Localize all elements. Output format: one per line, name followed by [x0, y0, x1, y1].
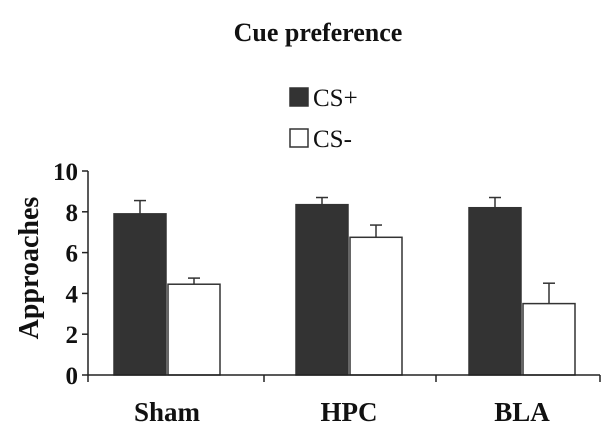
y-axis-label: Approaches: [14, 197, 45, 340]
bars-group: [113, 203, 576, 376]
y-tick-label-0: 0: [66, 363, 79, 390]
y-axis-ticks: 0 2 4 6 8 10: [53, 159, 88, 390]
chart-title: Cue preference: [234, 18, 403, 47]
x-tick-label-hpc: HPC: [321, 397, 378, 427]
x-tick-label-bla: BLA: [494, 397, 550, 427]
bar-hpc-cs-plus: [295, 203, 349, 376]
legend-swatch-cs-minus: [289, 128, 309, 148]
error-bars-group: [134, 196, 555, 304]
x-axis-ticks: Sham HPC BLA: [87, 375, 601, 427]
y-tick-label-6: 6: [66, 241, 79, 268]
bar-bla-cs-plus: [468, 206, 522, 376]
bar-sham-cs-plus: [113, 213, 167, 376]
y-tick-label-10: 10: [53, 159, 78, 186]
bar-sham-cs-minus: [167, 283, 221, 376]
chart-legend: CS+ CS-: [289, 85, 358, 153]
legend-label-cs-plus: CS+: [313, 85, 358, 112]
y-tick-label-8: 8: [66, 200, 79, 227]
bar-hpc-cs-minus: [349, 236, 403, 376]
legend-label-cs-minus: CS-: [313, 126, 352, 153]
legend-swatch-cs-plus: [289, 87, 309, 107]
y-tick-label-4: 4: [66, 281, 79, 308]
x-tick-label-sham: Sham: [134, 397, 201, 427]
bar-bla-cs-minus: [522, 302, 576, 376]
y-tick-label-2: 2: [66, 322, 79, 349]
